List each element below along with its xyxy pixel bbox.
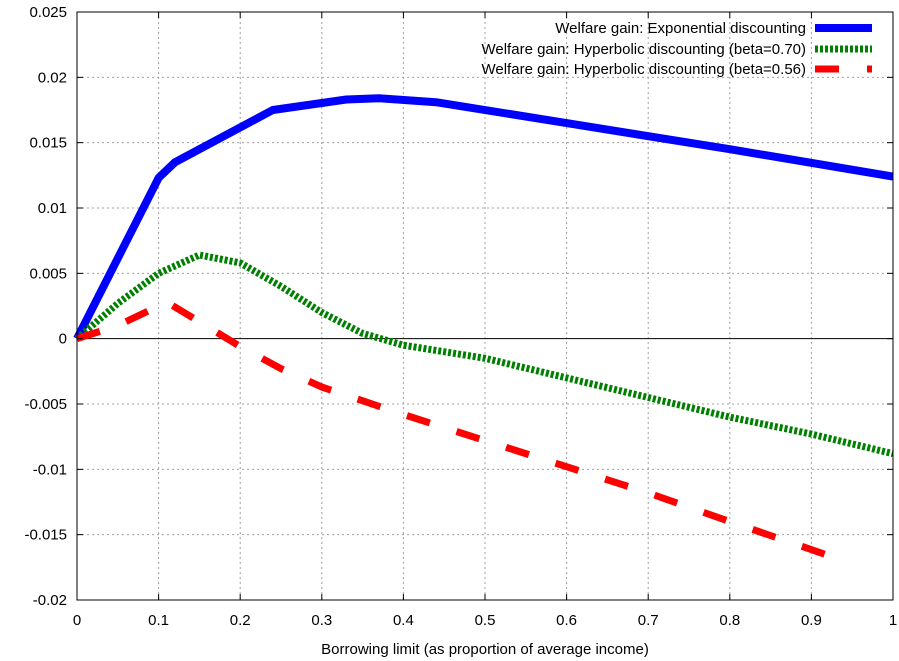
y-tick-label: 0 — [59, 331, 67, 348]
legend: Welfare gain: Exponential discounting Wel… — [482, 20, 872, 78]
x-tick-label: 0.2 — [230, 612, 251, 629]
series-line-2 — [74, 251, 894, 458]
y-tick-label: -0.005 — [24, 396, 67, 413]
x-axis: 0 0.1 0.2 0.3 0.4 0.5 0.6 0.7 0.8 0.9 1 — [73, 12, 897, 629]
x-tick-label: 0.6 — [556, 612, 577, 629]
legend-label-2: Welfare gain: Hyperbolic discounting (be… — [482, 41, 807, 58]
y-axis: -0.02 -0.015 -0.01 -0.005 0 0.005 0.01 0.015 0.0… — [24, 4, 893, 609]
y-tick-label: 0.02 — [38, 69, 67, 86]
y-tick-label: 0.015 — [29, 135, 67, 152]
legend-label-1: Welfare gain: Exponential discounting — [555, 20, 806, 37]
y-tick-label: -0.02 — [33, 592, 67, 609]
x-tick-label: 1 — [889, 612, 897, 629]
x-tick-label: 0.4 — [393, 612, 414, 629]
x-tick-label: 0.1 — [148, 612, 169, 629]
y-tick-label: -0.015 — [24, 527, 67, 544]
grid-lines — [77, 12, 893, 600]
y-tick-label: 0.005 — [29, 265, 67, 282]
legend-label-3: Welfare gain: Hyperbolic discounting (be… — [482, 61, 807, 78]
x-tick-label: 0.5 — [475, 612, 496, 629]
y-tick-label: -0.01 — [33, 461, 67, 478]
x-tick-label: 0.3 — [311, 612, 332, 629]
x-axis-title: Borrowing limit (as proportion of averag… — [321, 641, 649, 658]
series-line-3 — [75, 298, 846, 565]
x-tick-label: 0.7 — [638, 612, 659, 629]
y-tick-label: 0.01 — [38, 200, 67, 217]
x-tick-label: 0.8 — [719, 612, 740, 629]
x-tick-label: 0 — [73, 612, 81, 629]
y-tick-label: 0.025 — [29, 4, 67, 21]
x-tick-label: 0.9 — [801, 612, 822, 629]
series-line-1 — [73, 94, 894, 341]
series-lines — [73, 94, 894, 565]
